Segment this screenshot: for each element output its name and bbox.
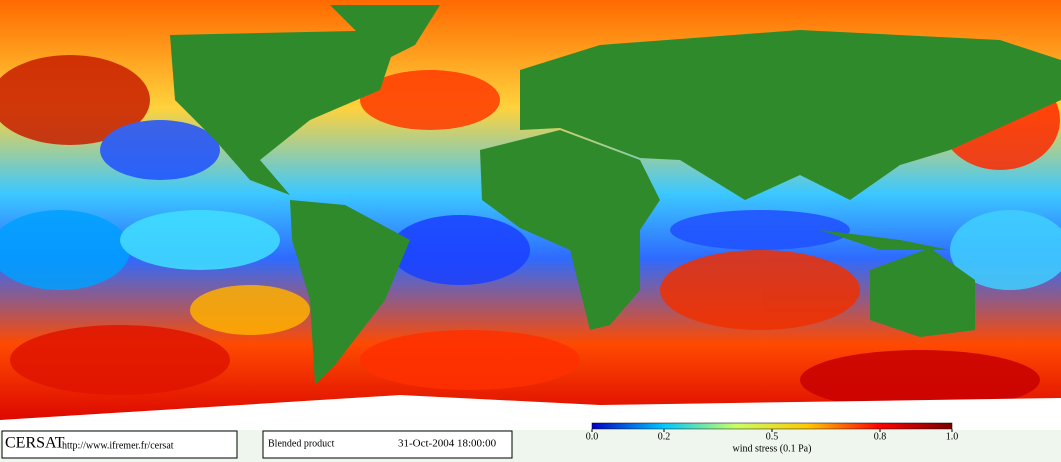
colorbar-tick-label: 0.8 <box>874 431 887 442</box>
colorbar-ticks: 0.0 0.2 0.5 0.8 1.0 <box>586 429 959 442</box>
logo-box <box>1 430 238 459</box>
antarctica <box>0 395 1061 430</box>
url: http://www.ifremer.fr/cersat <box>62 440 174 451</box>
date: 31-Oct-2004 18:00:00 <box>398 438 497 450</box>
wind-patches <box>0 55 1061 410</box>
logo: CERSAT <box>5 435 65 452</box>
colorbar-tick-label: 1.0 <box>946 431 959 442</box>
land <box>170 5 1061 385</box>
colorbar-tick-label: 0.5 <box>766 431 779 442</box>
product: Blended product <box>268 438 335 449</box>
map <box>0 0 1061 430</box>
colorbar-tick-label: 0.0 <box>586 431 599 442</box>
colorbar <box>591 422 953 430</box>
product-box <box>262 430 513 459</box>
colorbar-tick-label: 0.2 <box>658 431 671 442</box>
colorbar-label: wind stress (0.1 Pa) <box>733 443 812 454</box>
